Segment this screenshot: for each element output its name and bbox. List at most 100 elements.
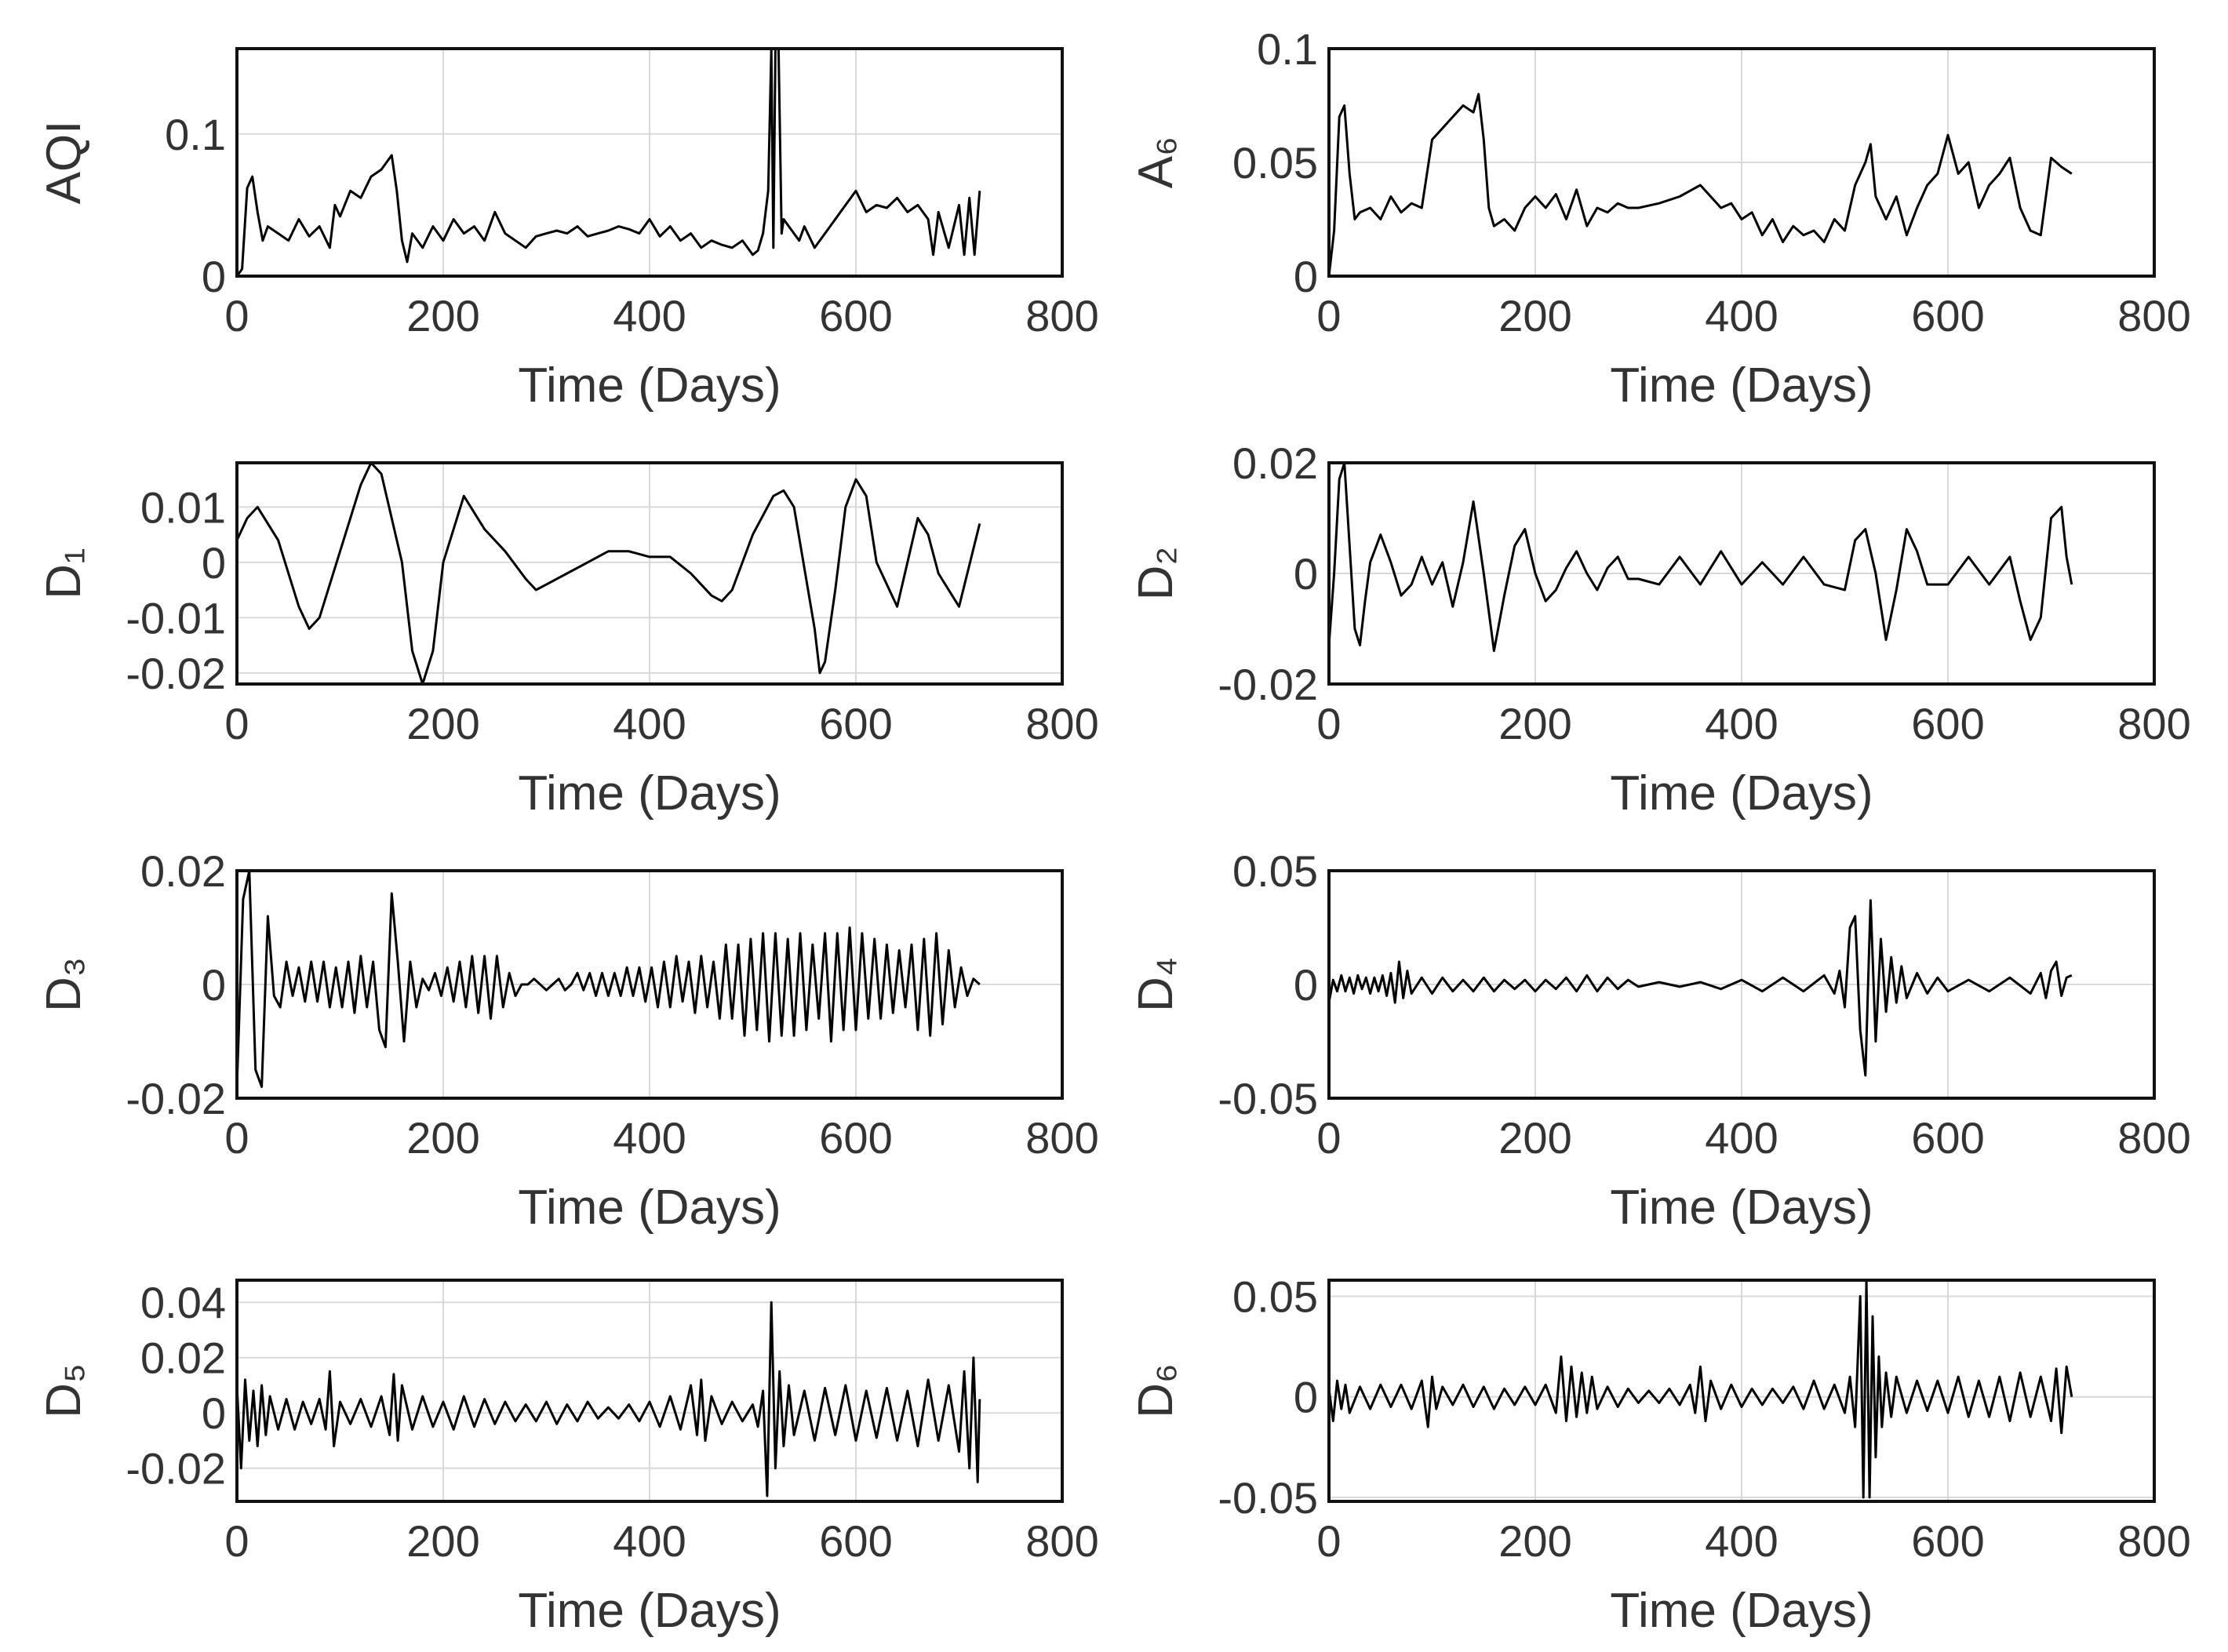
- x-tick-label: 200: [1498, 699, 1571, 748]
- y-axis-title: D₄: [1129, 957, 1183, 1012]
- plot-frame: [235, 47, 1064, 278]
- x-tick-label: 0: [1316, 699, 1341, 748]
- y-axis-title: D₂: [1129, 547, 1183, 601]
- x-tick-label: 0: [224, 291, 249, 340]
- x-tick-label: 200: [1498, 1516, 1571, 1566]
- series-line-1: [1327, 1279, 2073, 1499]
- y-tick-label: -0.01: [126, 593, 226, 642]
- x-tick-label: 800: [1025, 1113, 1098, 1163]
- x-tick-label: 0: [224, 1113, 249, 1163]
- plot-frame: [1327, 1279, 2156, 1503]
- y-tick-label: 0: [1294, 549, 1318, 599]
- x-tick-label: 400: [613, 1516, 686, 1566]
- x-tick-label: 200: [406, 1113, 479, 1163]
- x-tick-label: 200: [1498, 1113, 1571, 1163]
- x-tick-label: 400: [1705, 1113, 1778, 1163]
- x-tick-label: 400: [1705, 291, 1778, 340]
- y-tick-label: 0: [1294, 1373, 1318, 1422]
- subplot-3: 0 200 400 600 800 -0.02 -0.01 0 0.01 Time (Days) D…: [37, 461, 1099, 821]
- x-tick-label: 600: [1911, 699, 1984, 748]
- x-tick-label: 800: [2117, 1516, 2190, 1566]
- plot-frame: [235, 461, 1064, 686]
- y-tick-label: 0.05: [1232, 846, 1318, 896]
- subplot-1: 0 200 400 600 800 0 0.1 Time (Days) AQI: [37, 47, 1099, 413]
- x-tick-label: 800: [2117, 1113, 2190, 1163]
- series-line-1: [1327, 93, 2073, 277]
- series-line-1: [235, 869, 981, 1088]
- y-tick-label: -0.05: [1218, 1074, 1318, 1123]
- plot-frame: [1327, 47, 2156, 278]
- series-line-1: [1327, 899, 2073, 1077]
- x-axis-title: Time (Days): [1610, 358, 1873, 413]
- x-tick-label: 400: [1705, 699, 1778, 748]
- y-tick-label: 0: [202, 538, 226, 588]
- y-tick-label: 0: [202, 252, 226, 301]
- x-tick-label: 400: [613, 291, 686, 340]
- x-tick-label: 0: [224, 1516, 249, 1566]
- y-tick-label: 0: [202, 960, 226, 1010]
- y-axis-title: D₆: [1129, 1363, 1183, 1418]
- y-tick-label: -0.02: [126, 649, 226, 698]
- y-axis-title: D₅: [37, 1363, 91, 1418]
- x-axis-title: Time (Days): [518, 358, 781, 413]
- x-tick-label: 200: [406, 291, 479, 340]
- y-tick-label: -0.05: [1218, 1473, 1318, 1523]
- y-tick-label: 0.05: [1232, 1272, 1318, 1322]
- plot-frame: [1327, 869, 2156, 1100]
- y-tick-label: 0.02: [140, 846, 226, 896]
- y-tick-label: 0.02: [1232, 438, 1318, 488]
- y-tick-label: 0: [1294, 252, 1318, 301]
- x-tick-label: 800: [1025, 1516, 1098, 1566]
- x-tick-label: 600: [1911, 1113, 1984, 1163]
- y-tick-label: 0.04: [140, 1278, 226, 1327]
- x-tick-label: 600: [819, 1113, 892, 1163]
- y-tick-label: 0.01: [140, 482, 226, 532]
- series-line-1: [235, 47, 981, 277]
- x-tick-label: 800: [1025, 291, 1098, 340]
- x-axis-title: Time (Days): [1610, 1584, 1873, 1638]
- y-tick-label: -0.02: [126, 1444, 226, 1494]
- x-tick-label: 200: [406, 699, 479, 748]
- x-tick-label: 600: [1911, 1516, 1984, 1566]
- subplot-2: 0 200 400 600 800 0 0.05 0.1 Time (Days) A₆: [1129, 24, 2191, 413]
- x-tick-label: 200: [1498, 291, 1571, 340]
- y-tick-label: 0.05: [1232, 138, 1318, 187]
- x-tick-label: 800: [2117, 699, 2190, 748]
- x-tick-label: 0: [1316, 1113, 1341, 1163]
- x-tick-label: 800: [1025, 699, 1098, 748]
- y-tick-label: -0.02: [126, 1074, 226, 1123]
- x-tick-label: 400: [613, 699, 686, 748]
- plot-frame: [235, 869, 1064, 1100]
- x-axis-title: Time (Days): [1610, 766, 1873, 821]
- x-tick-label: 600: [819, 699, 892, 748]
- x-tick-label: 0: [1316, 1516, 1341, 1566]
- x-tick-label: 600: [819, 291, 892, 340]
- y-axis-title: A₆: [1129, 136, 1183, 188]
- x-tick-label: 800: [2117, 291, 2190, 340]
- x-tick-label: 0: [1316, 291, 1341, 340]
- x-tick-label: 600: [819, 1516, 892, 1566]
- series-line-1: [235, 461, 981, 686]
- y-axis-title: D₁: [37, 548, 91, 599]
- series-line-1: [235, 1301, 981, 1497]
- subplot-7: 0 200 400 600 800 -0.02 0 0.02 0.04 Time (Days) D₅: [37, 1278, 1099, 1638]
- x-tick-label: 200: [406, 1516, 479, 1566]
- y-tick-label: 0: [202, 1388, 226, 1438]
- x-axis-title: Time (Days): [518, 1584, 781, 1638]
- x-axis-title: Time (Days): [518, 1181, 781, 1235]
- y-axis-title: D₃: [37, 957, 91, 1012]
- x-tick-label: 600: [1911, 291, 1984, 340]
- y-axis-title: AQI: [37, 121, 91, 205]
- y-tick-label: 0.02: [140, 1334, 226, 1383]
- y-tick-label: 0: [1294, 960, 1318, 1010]
- x-axis-title: Time (Days): [1610, 1181, 1873, 1235]
- x-tick-label: 400: [1705, 1516, 1778, 1566]
- x-tick-label: 0: [224, 699, 249, 748]
- x-tick-label: 400: [613, 1113, 686, 1163]
- x-axis-title: Time (Days): [518, 766, 781, 821]
- y-tick-label: 0.1: [165, 110, 226, 159]
